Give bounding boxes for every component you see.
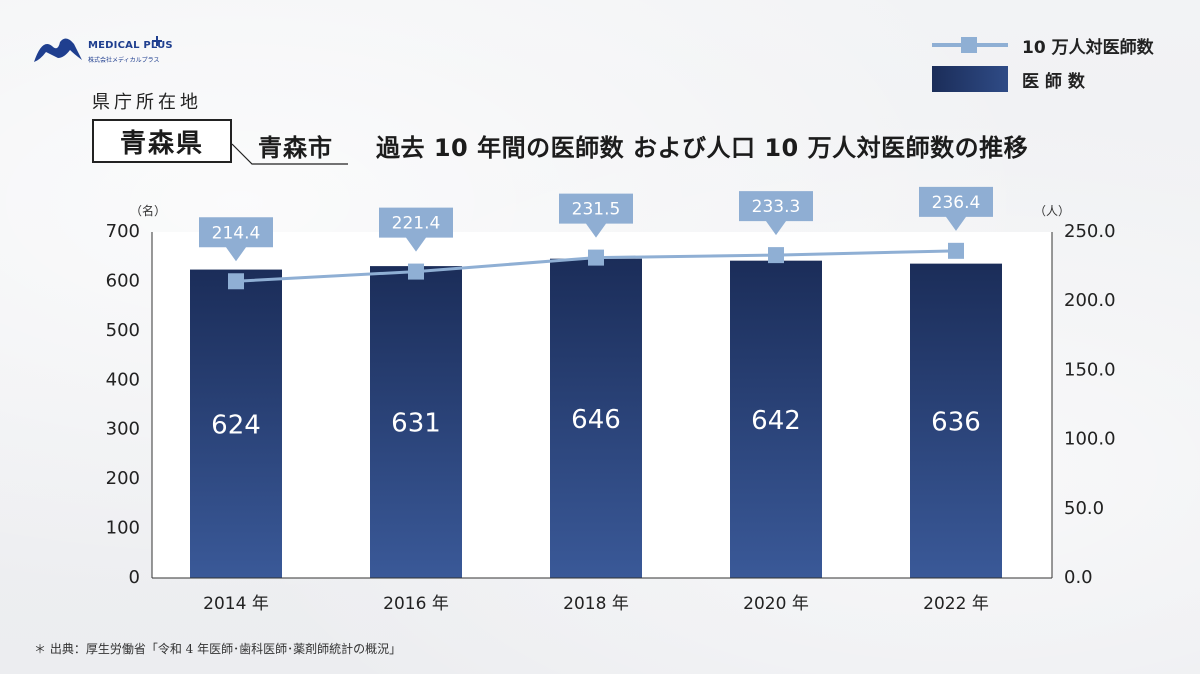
legend: 10 万人対医師数 医 師 数 xyxy=(932,30,1154,98)
line-value-label: 214.4 xyxy=(212,223,261,243)
bar-value-label: 631 xyxy=(391,409,441,439)
bar xyxy=(370,266,462,578)
line-point xyxy=(948,242,964,259)
legend-bar-swatch xyxy=(932,66,1008,92)
left-axis-tick-label: 600 xyxy=(106,270,140,291)
bar xyxy=(910,263,1002,578)
left-axis-tick-label: 100 xyxy=(106,518,140,539)
legend-item-line: 10 万人対医師数 xyxy=(932,30,1154,60)
right-axis-tick-label: 50.0 xyxy=(1064,498,1104,519)
x-axis-tick-label: 2016 年 xyxy=(383,594,449,614)
left-axis-tick-label: 400 xyxy=(106,369,140,390)
bar xyxy=(730,260,822,578)
legend-item-bar: 医 師 数 xyxy=(932,64,1154,94)
right-axis-tick-label: 100.0 xyxy=(1064,429,1116,450)
bar-value-label: 642 xyxy=(751,406,801,436)
prefecture-caption: 県庁所在地 xyxy=(92,92,202,113)
bar xyxy=(550,258,642,578)
city-name: 青森市 xyxy=(258,134,333,162)
logo-subtitle: 株式会社メディカルプラス xyxy=(88,57,160,64)
line-value-label: 221.4 xyxy=(392,214,441,234)
legend-line-label: 10 万人対医師数 xyxy=(1022,37,1154,58)
chart-title: 過去 10 年間の医師数 および人口 10 万人対医師数の推移 xyxy=(376,134,1029,162)
right-axis-unit: （人） xyxy=(1034,204,1071,218)
line-value-callout xyxy=(739,191,813,236)
line-value-label: 236.4 xyxy=(932,193,981,213)
line-point xyxy=(588,249,604,266)
line-value-callout xyxy=(379,207,453,252)
left-axis-tick-label: 0 xyxy=(129,567,140,588)
legend-bar-label: 医 師 数 xyxy=(1022,71,1085,92)
source-note: ＊ 出典：厚生労働省「令和 4 年医師･歯科医師･薬剤師統計の概況」 xyxy=(34,642,402,656)
left-axis-unit: （名） xyxy=(130,204,167,218)
x-axis-tick-label: 2014 年 xyxy=(203,594,269,614)
line-value-callout xyxy=(559,193,633,238)
line-point xyxy=(768,247,784,264)
x-axis-tick-label: 2022 年 xyxy=(923,594,989,614)
line-value-label: 233.3 xyxy=(752,197,801,217)
line-point xyxy=(408,263,424,280)
left-axis-tick-label: 200 xyxy=(106,468,140,489)
legend-line-swatch xyxy=(932,37,1008,53)
left-axis-tick-label: 500 xyxy=(106,320,140,341)
prefecture-name: 青森県 xyxy=(92,119,232,163)
connector-line xyxy=(231,143,348,165)
bar-value-label: 646 xyxy=(571,405,621,435)
right-axis-tick-label: 200.0 xyxy=(1064,290,1116,311)
bar-value-label: 624 xyxy=(211,410,261,440)
left-axis-tick-label: 700 xyxy=(106,221,140,242)
left-axis-tick-label: 300 xyxy=(106,419,140,440)
x-axis-tick-label: 2020 年 xyxy=(743,594,809,614)
line-value-callout xyxy=(199,217,273,262)
bar-value-label: 636 xyxy=(931,407,981,437)
logo-name: MEDICAL PLUS xyxy=(88,40,173,51)
line-point xyxy=(228,273,244,290)
x-axis-tick-label: 2018 年 xyxy=(563,594,629,614)
line-value-callout xyxy=(919,186,993,231)
right-axis-tick-label: 0.0 xyxy=(1064,567,1093,588)
medical-plus-logo xyxy=(34,36,162,62)
right-axis-tick-label: 150.0 xyxy=(1064,359,1116,380)
bar xyxy=(190,269,282,578)
line-value-label: 231.5 xyxy=(572,200,621,220)
right-axis-tick-label: 250.0 xyxy=(1064,221,1116,242)
